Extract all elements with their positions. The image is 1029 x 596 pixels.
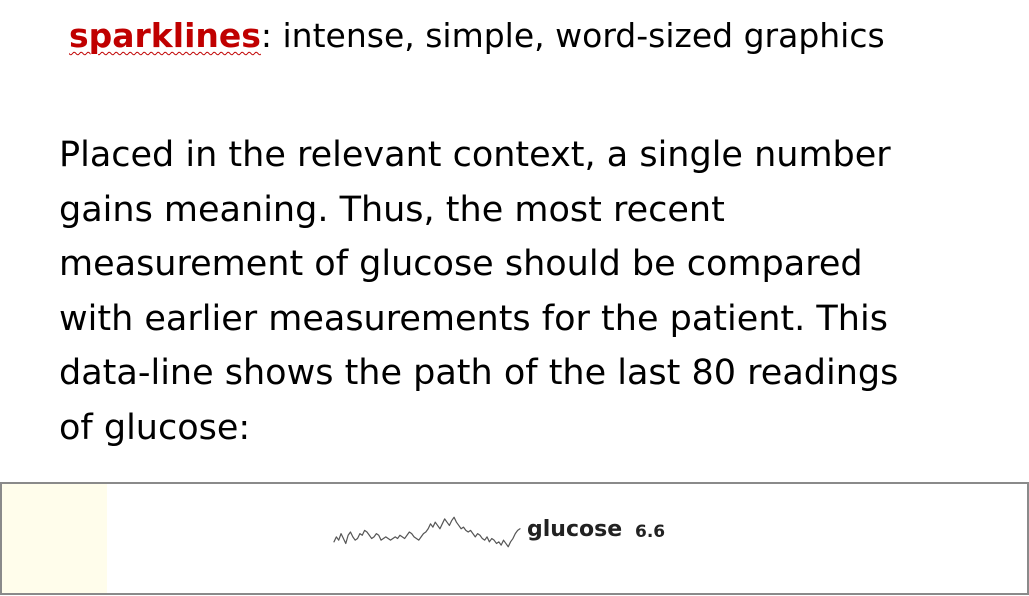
sparkline-value: 6.6 bbox=[635, 522, 666, 542]
title-keyword: sparklines bbox=[69, 16, 261, 55]
paragraph-line: with earlier measurements for the patien… bbox=[59, 298, 888, 339]
sparkline-label: glucose bbox=[527, 517, 623, 542]
body-paragraph: Placed in the relevant context, a single… bbox=[59, 128, 959, 455]
paragraph-line: Placed in the relevant context, a single… bbox=[59, 135, 891, 175]
paragraph-line: measurement of glucose should be compare… bbox=[59, 244, 863, 284]
paragraph-line: data-line shows the path of the last 80 … bbox=[59, 353, 899, 393]
glucose-sparkline bbox=[333, 516, 521, 548]
title-rest: : intense, simple, word-sized graphics bbox=[260, 16, 885, 55]
paragraph-line: of glucose: bbox=[59, 407, 251, 448]
sparkline-series-line bbox=[333, 516, 521, 548]
panel-shade bbox=[2, 484, 107, 593]
paragraph-line: gains meaning. Thus, the most recent bbox=[59, 189, 725, 230]
sparkline-panel: glucose 6.6 bbox=[0, 482, 1029, 595]
slide-title: sparklines: intense, simple, word-sized … bbox=[69, 13, 885, 59]
